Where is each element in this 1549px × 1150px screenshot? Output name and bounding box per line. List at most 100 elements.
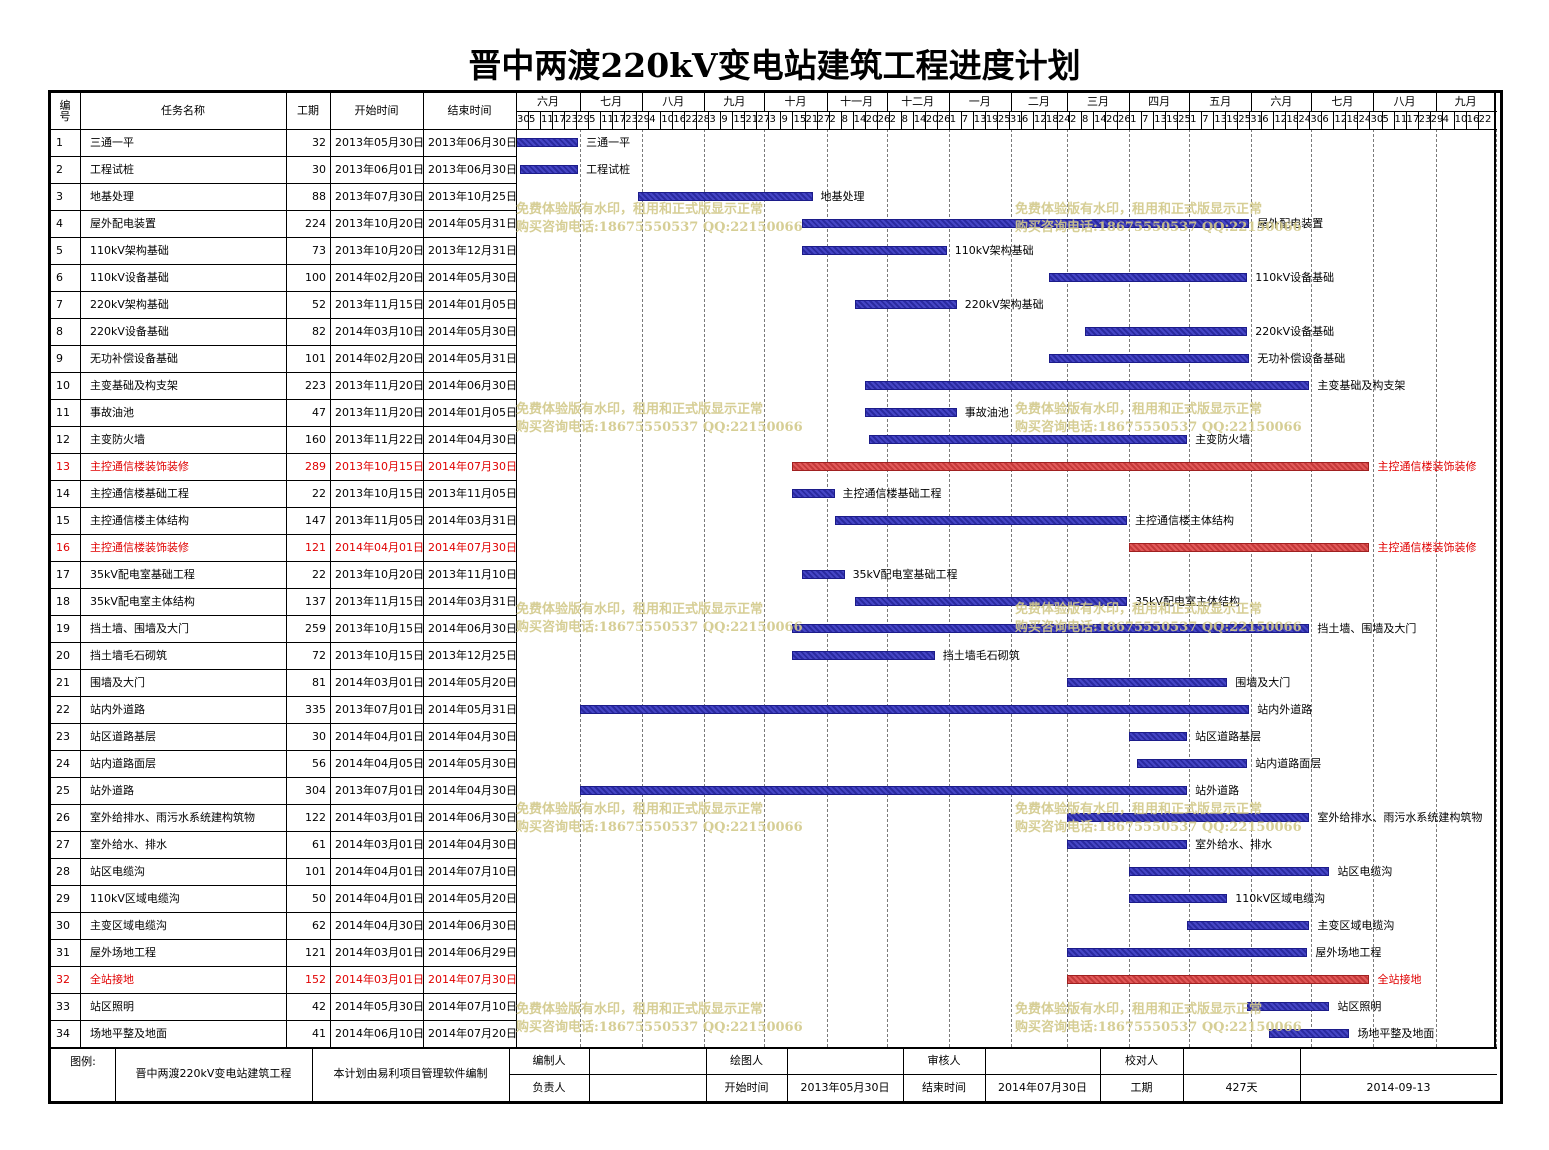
- grid-line: [51, 993, 516, 994]
- task-name: 场地平整及地面: [90, 1027, 167, 1040]
- gantt-bar-label: 无功补偿设备基础: [1257, 352, 1346, 365]
- task-name: 35kV配电室基础工程: [90, 568, 195, 581]
- grid-line: [876, 111, 878, 129]
- footer-project-name: 晋中两渡220kV变电站建筑工程: [135, 1067, 292, 1080]
- tick-label: 2: [829, 114, 836, 125]
- grid-line: [516, 93, 517, 1047]
- gantt-bar[interactable]: [1066, 840, 1188, 849]
- gantt-bar[interactable]: [864, 408, 957, 417]
- tick-label: 13: [1214, 114, 1227, 125]
- gantt-bar[interactable]: [1137, 759, 1248, 768]
- gantt-bar[interactable]: [792, 462, 1370, 471]
- header-start: 开始时间: [354, 104, 399, 117]
- tick-label: 14: [853, 114, 866, 125]
- gantt-bar[interactable]: [792, 651, 935, 660]
- gantt-bar[interactable]: [1129, 867, 1330, 876]
- watermark-line: 购买咨询电话:18675550537 QQ:22150066: [516, 420, 803, 435]
- gantt-bar[interactable]: [854, 597, 1128, 606]
- month-gridline: [1010, 129, 1012, 1047]
- gantt-bar[interactable]: [1066, 678, 1228, 687]
- grid-line: [1117, 111, 1119, 129]
- gantt-bar[interactable]: [638, 192, 813, 201]
- gantt-bar[interactable]: [864, 381, 1310, 390]
- grid-line: [1333, 111, 1335, 129]
- gantt-bar[interactable]: [1084, 327, 1248, 336]
- task-duration: 42: [312, 1000, 326, 1013]
- tick-label: 8: [841, 114, 848, 125]
- task-name: 室外给排水、雨污水系统建构筑物: [90, 811, 255, 824]
- gantt-bar[interactable]: [580, 786, 1188, 795]
- task-no: 18: [56, 595, 70, 608]
- task-end: 2014年07月30日: [428, 973, 516, 986]
- grid-line: [660, 111, 662, 129]
- grid-line: [1165, 111, 1167, 129]
- gantt-bar[interactable]: [868, 435, 1188, 444]
- gantt-bar[interactable]: [580, 705, 1250, 714]
- task-end: 2014年05月20日: [428, 676, 516, 689]
- gantt-bar[interactable]: [1066, 813, 1310, 822]
- task-no: 15: [56, 514, 70, 527]
- task-no: 30: [56, 919, 70, 932]
- month-gridline: [1435, 129, 1437, 1047]
- task-start: 2013年11月20日: [335, 379, 423, 392]
- task-duration: 73: [312, 244, 326, 257]
- gantt-bar-label: 35kV配电室基础工程: [852, 568, 958, 581]
- grid-line: [51, 885, 516, 886]
- task-end: 2013年10月25日: [428, 190, 516, 203]
- gantt-bar[interactable]: [516, 138, 579, 147]
- tick-label: 19: [1226, 114, 1239, 125]
- start-label: 开始时间: [724, 1081, 769, 1094]
- task-duration: 335: [305, 703, 326, 716]
- gantt-bar[interactable]: [1066, 975, 1370, 984]
- grid-line: [51, 777, 516, 778]
- grid-line: [51, 669, 516, 670]
- grid-line: [1080, 111, 1082, 129]
- month-gridline: [886, 129, 888, 1047]
- task-name: 220kV设备基础: [90, 325, 169, 338]
- gantt-bar[interactable]: [834, 516, 1128, 525]
- gantt-bar[interactable]: [1048, 273, 1248, 282]
- gantt-bar[interactable]: [1269, 1029, 1350, 1038]
- task-start: 2013年10月20日: [335, 244, 423, 257]
- task-start: 2013年10月15日: [335, 649, 423, 662]
- duration-label: 工期: [1130, 1081, 1153, 1094]
- grid-line: [51, 966, 516, 967]
- month-gridline: [1066, 129, 1068, 1047]
- tick-label: 6: [1262, 114, 1269, 125]
- gantt-bar-label: 站内道路面层: [1255, 757, 1322, 770]
- task-no: 20: [56, 649, 70, 662]
- gantt-bar[interactable]: [792, 624, 1310, 633]
- tick-label: 20: [865, 114, 878, 125]
- gantt-bar[interactable]: [802, 246, 947, 255]
- gantt-bar[interactable]: [1129, 543, 1370, 552]
- gantt-bar[interactable]: [854, 300, 957, 309]
- task-name: 主控通信楼装饰装修: [90, 460, 189, 473]
- gantt-bar[interactable]: [802, 219, 1250, 228]
- gantt-bar[interactable]: [792, 489, 835, 498]
- grid-line: [972, 111, 974, 129]
- grid-line: [552, 111, 554, 129]
- gantt-bar[interactable]: [1247, 1002, 1330, 1011]
- grid-line: [528, 111, 530, 129]
- header-task-name: 任务名称: [161, 104, 205, 117]
- gantt-bar[interactable]: [1187, 921, 1310, 930]
- gantt-bar[interactable]: [1048, 354, 1250, 363]
- gantt-bar[interactable]: [1066, 948, 1308, 957]
- grid-line: [423, 93, 424, 1047]
- gantt-bar[interactable]: [1129, 894, 1228, 903]
- task-end: 2014年05月31日: [428, 352, 516, 365]
- watermark-line: 购买咨询电话:18675550537 QQ:22150066: [516, 620, 803, 635]
- gantt-bar[interactable]: [520, 165, 579, 174]
- task-no: 28: [56, 865, 70, 878]
- task-name: 挡土墙毛石砌筑: [90, 649, 167, 662]
- tick-label: 10: [661, 114, 674, 125]
- task-duration: 304: [305, 784, 326, 797]
- grid-line: [708, 111, 710, 129]
- gantt-bar-label: 站区道路基层: [1195, 730, 1262, 743]
- task-duration: 81: [312, 676, 326, 689]
- grid-line: [330, 93, 331, 1047]
- task-no: 6: [56, 271, 63, 284]
- gantt-bar[interactable]: [1129, 732, 1188, 741]
- gantt-bar[interactable]: [802, 570, 845, 579]
- checker-label: 校对人: [1125, 1054, 1158, 1067]
